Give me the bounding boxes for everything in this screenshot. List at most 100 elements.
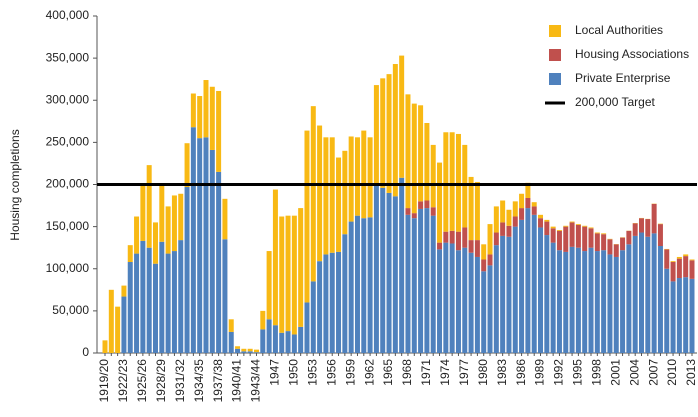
bar-segment (626, 230, 632, 245)
bar-segment (468, 240, 474, 253)
x-tick-label: 1934/35 (192, 359, 206, 403)
bar-segment (380, 78, 386, 188)
bar-segment (531, 202, 537, 207)
bar-segment (140, 184, 146, 241)
bar-segment (399, 55, 405, 178)
bar-segment (462, 227, 468, 248)
bar-segment (127, 245, 133, 263)
x-tick-label: 1943/44 (249, 359, 263, 403)
bar-segment (556, 230, 562, 251)
bar-segment (285, 215, 291, 332)
bar-segment (298, 208, 304, 327)
bar-segment (664, 268, 670, 353)
bar-segment (582, 225, 588, 227)
bar-segment (386, 192, 392, 353)
bar-segment (222, 239, 228, 353)
y-tick-label: 100,000 (46, 261, 90, 275)
bar-segment (430, 144, 436, 208)
bar-segment (487, 265, 493, 353)
bar-segment (329, 252, 335, 353)
bar-segment (487, 254, 493, 266)
bar-segment (525, 182, 531, 198)
bar-segment (279, 216, 285, 333)
bar-segment (645, 236, 651, 353)
bar-segment (550, 242, 556, 353)
bar-segment (594, 251, 600, 353)
bar-segment (260, 310, 266, 330)
bar-segment (222, 198, 228, 240)
bar-segment (601, 250, 607, 353)
bar-segment (165, 206, 171, 254)
y-tick-label: 200,000 (46, 177, 90, 191)
bar-segment (310, 106, 316, 282)
bar-segment (424, 200, 430, 209)
bar-segment (386, 74, 392, 193)
bar-segment (165, 253, 171, 353)
bar-segment (159, 184, 165, 242)
x-tick-label: 1937/38 (211, 359, 225, 403)
legend-swatch (549, 73, 561, 85)
x-tick-label: 2007 (646, 359, 660, 386)
x-tick-label: 1998 (589, 359, 603, 386)
bar-segment (689, 260, 695, 279)
bar-segment (171, 195, 177, 252)
bar-segment (216, 171, 222, 353)
bar-segment (531, 214, 537, 353)
legend-label: Local Authorities (575, 23, 663, 37)
bar-segment (500, 200, 506, 223)
bar-segment (601, 233, 607, 235)
bar-segment (190, 93, 196, 128)
bar-segment (298, 326, 304, 353)
bar-segment (588, 227, 594, 229)
bar-segment (228, 331, 234, 353)
bar-segment (544, 235, 550, 353)
bar-segment (594, 233, 600, 252)
bar-segment (689, 278, 695, 353)
bar-segment (455, 133, 461, 232)
bar-segment (430, 207, 436, 216)
bar-segment (550, 228, 556, 243)
bar-segment (664, 249, 670, 269)
bar-segment (493, 245, 499, 353)
bar-segment (405, 214, 411, 353)
bar-segment (449, 132, 455, 231)
bar-segment (538, 214, 544, 219)
x-tick-label: 1977 (457, 359, 471, 386)
x-tick-label: 1995 (571, 359, 585, 386)
bar-segment (601, 234, 607, 251)
bar-segment (563, 226, 569, 252)
bar-segment (563, 251, 569, 353)
bar-segment (657, 224, 663, 247)
bar-segment (323, 137, 329, 255)
x-tick-label: 1919/20 (97, 359, 111, 403)
y-tick-label: 300,000 (46, 92, 90, 106)
bar-segment (405, 94, 411, 209)
bar-segment (152, 263, 158, 353)
bar-segment (525, 197, 531, 209)
bar-segment (443, 132, 449, 232)
x-tick-label: 1989 (533, 359, 547, 386)
x-tick-label: 2013 (684, 359, 698, 386)
bar-segment (683, 254, 689, 257)
bar-segment (582, 226, 588, 252)
x-tick-label: 1947 (268, 359, 282, 386)
bar-segment (575, 247, 581, 353)
bar-segment (418, 201, 424, 209)
bar-segment (241, 348, 247, 352)
bar-segment (670, 281, 676, 353)
bar-segment (134, 216, 140, 254)
bar-segment (342, 150, 348, 235)
bar-segment (140, 240, 146, 353)
legend-label: Private Enterprise (575, 71, 671, 85)
bar-segment (430, 215, 436, 353)
bar-segment (272, 189, 278, 326)
bar-segment (645, 219, 651, 237)
bar-segment (506, 225, 512, 237)
bar-segment (670, 261, 676, 263)
bar-segment (190, 127, 196, 354)
bar-segment (418, 105, 424, 202)
bar-segment (519, 208, 525, 220)
bar-segment (474, 240, 480, 257)
bar-segment (468, 176, 474, 241)
bar-segment (556, 229, 562, 231)
